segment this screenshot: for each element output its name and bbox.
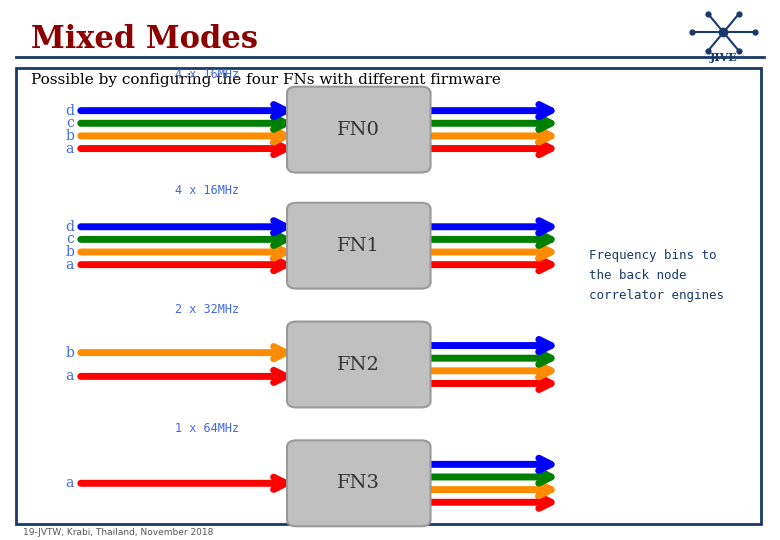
FancyBboxPatch shape bbox=[16, 68, 760, 524]
Text: b: b bbox=[66, 129, 74, 143]
Text: b: b bbox=[66, 245, 74, 259]
Text: c: c bbox=[66, 232, 74, 246]
Text: 4 x 16MHz: 4 x 16MHz bbox=[175, 68, 239, 81]
Text: FN1: FN1 bbox=[338, 237, 380, 255]
Text: FN0: FN0 bbox=[338, 120, 380, 139]
Text: a: a bbox=[66, 369, 74, 383]
Text: d: d bbox=[65, 220, 74, 234]
Text: Frequency bins to
the back node
correlator engines: Frequency bins to the back node correlat… bbox=[589, 249, 724, 302]
Text: 19-JVTW, Krabi, Thailand, November 2018: 19-JVTW, Krabi, Thailand, November 2018 bbox=[23, 528, 214, 537]
Text: b: b bbox=[66, 346, 74, 360]
FancyBboxPatch shape bbox=[287, 322, 431, 407]
FancyBboxPatch shape bbox=[287, 202, 431, 288]
Text: 1 x 64MHz: 1 x 64MHz bbox=[175, 422, 239, 435]
Text: d: d bbox=[65, 104, 74, 118]
Text: 2 x 32MHz: 2 x 32MHz bbox=[175, 303, 239, 316]
Text: FN2: FN2 bbox=[338, 355, 380, 374]
Text: Mixed Modes: Mixed Modes bbox=[31, 24, 258, 55]
FancyBboxPatch shape bbox=[287, 86, 431, 173]
Text: a: a bbox=[66, 476, 74, 490]
Text: 4 x 16MHz: 4 x 16MHz bbox=[175, 184, 239, 197]
Text: a: a bbox=[66, 141, 74, 156]
Text: Possible by configuring the four FNs with different firmware: Possible by configuring the four FNs wit… bbox=[31, 73, 501, 87]
Text: FN3: FN3 bbox=[337, 474, 381, 492]
Text: a: a bbox=[66, 258, 74, 272]
Text: c: c bbox=[66, 116, 74, 130]
FancyBboxPatch shape bbox=[287, 441, 431, 526]
